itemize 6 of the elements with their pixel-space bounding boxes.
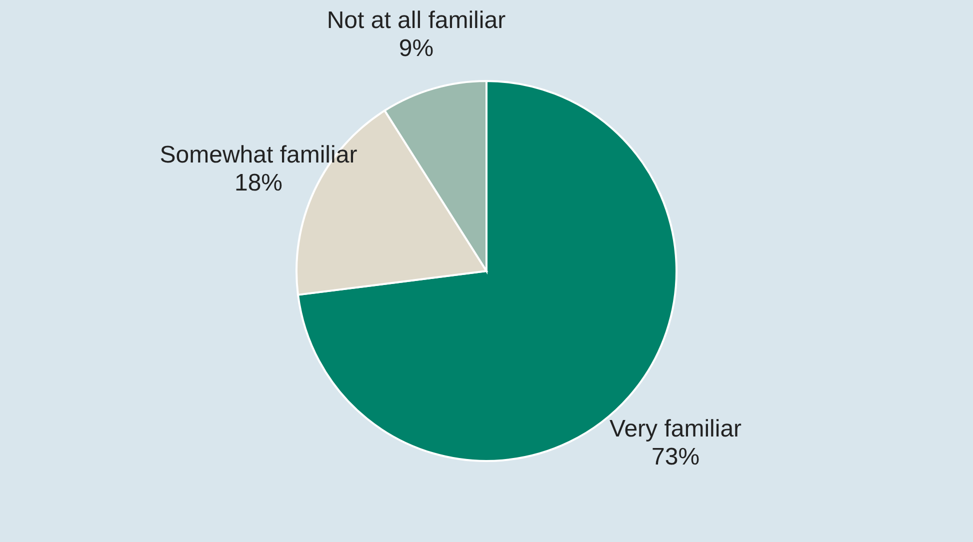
data-label: 73% bbox=[652, 444, 700, 471]
slice-label: Somewhat familiar bbox=[160, 142, 358, 169]
slice-label: Very familiar bbox=[610, 416, 742, 443]
slice-label: Not at all familiar bbox=[326, 7, 506, 34]
data-label: 9% bbox=[398, 35, 434, 62]
data-label: 18% bbox=[234, 170, 283, 197]
